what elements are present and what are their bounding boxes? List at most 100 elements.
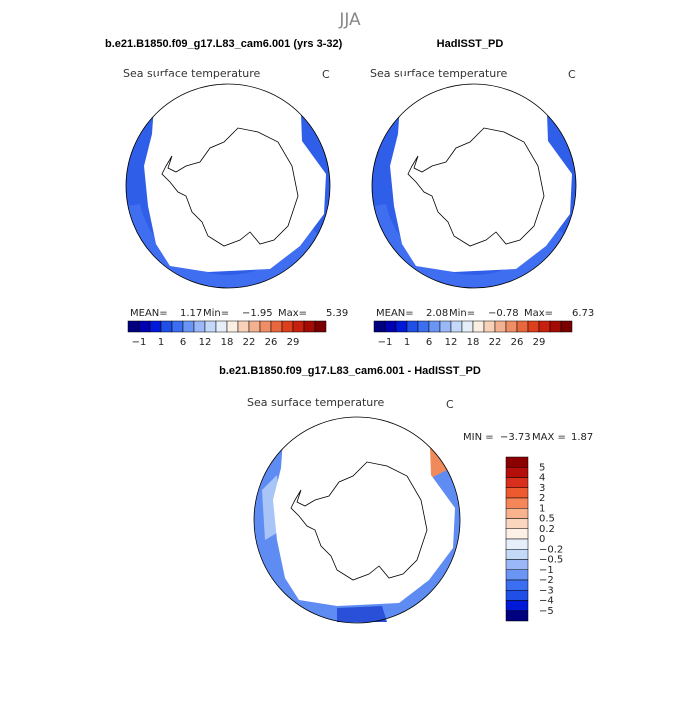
colorbar-box — [237, 320, 250, 333]
colorbar-box — [439, 320, 452, 333]
colorbar-box — [505, 600, 529, 611]
colorbar-label: 1 — [539, 503, 545, 514]
stat-text: MIN = — [463, 432, 494, 443]
colorbar-box — [259, 320, 272, 333]
colorbar-label: 6 — [426, 337, 432, 348]
colorbar-box — [505, 610, 529, 622]
ice-mask — [273, 410, 455, 606]
map-border — [253, 416, 461, 624]
colorbar-box — [373, 320, 386, 333]
colorbar-label: 6 — [180, 337, 186, 348]
colorbar-box — [505, 320, 518, 333]
colorbar-box — [505, 579, 529, 591]
colorbar-label: 3 — [539, 483, 545, 494]
colorbar-box — [149, 320, 162, 333]
colorbar-label: 22 — [243, 337, 256, 348]
colorbar-box — [538, 320, 551, 333]
colorbar-box — [171, 320, 184, 333]
stat-text: 1.87 — [571, 432, 593, 443]
colorbar: −1 1 6 12 18 22 26 29 — [127, 320, 327, 348]
colorbar-box — [204, 320, 217, 333]
map — [371, 76, 577, 289]
colorbar-box — [160, 320, 173, 333]
colorbar-box — [395, 320, 408, 333]
colorbar-label: −4 — [539, 596, 554, 607]
colorbar-label: −1 — [539, 565, 554, 576]
colorbar-box — [215, 320, 228, 333]
stats: MEAN= 1.17 Min= −1.95 Max= 5.39 — [130, 308, 348, 319]
stat-text: Max= — [524, 308, 553, 319]
stat-text: 1.17 — [180, 308, 202, 319]
colorbar-box — [138, 320, 151, 333]
colorbar-box — [527, 320, 540, 333]
stats: MEAN= 2.08 Min= −0.78 Max= 6.73 — [376, 308, 594, 319]
colorbar-box — [417, 320, 430, 333]
colorbar-box — [505, 518, 529, 529]
colorbar-box — [505, 508, 529, 519]
cold-anomaly — [337, 606, 387, 622]
colorbar-box — [461, 320, 474, 333]
map-border — [125, 83, 331, 289]
colorbar-box — [472, 320, 485, 333]
units-label: C — [446, 398, 454, 411]
colorbar-box — [450, 320, 463, 333]
colorbar-box — [505, 528, 529, 540]
colorbar-label: −1 — [132, 337, 147, 348]
colorbar-label: 18 — [221, 337, 234, 348]
field-label: Sea surface temperature — [247, 396, 385, 409]
colorbar-box — [428, 320, 441, 333]
colorbar: −1 1 6 12 18 22 26 29 — [373, 320, 573, 348]
colorbar-label: 26 — [265, 337, 278, 348]
colorbar-label: −0.2 — [539, 544, 563, 555]
colorbar-label: 12 — [199, 337, 212, 348]
colorbar-box — [384, 320, 397, 333]
colorbar-box — [314, 320, 327, 333]
units-label: C — [322, 68, 330, 81]
colorbar-label: 18 — [467, 337, 480, 348]
colorbar-box — [248, 320, 261, 333]
colorbar-box — [505, 538, 529, 550]
colorbar-label: −2 — [539, 575, 554, 586]
colorbar-box — [483, 320, 496, 333]
stat-text: 5.39 — [326, 308, 348, 319]
panel-title: b.e21.B1850.f09_g17.L83_cam6.001 - HadIS… — [219, 365, 481, 377]
colorbar-label: 22 — [489, 337, 502, 348]
stat-text: MEAN= — [130, 308, 168, 319]
colorbar-label: 12 — [445, 337, 458, 348]
colorbar-box — [505, 477, 529, 488]
colorbar-box — [182, 320, 195, 333]
colorbar-label: 0.2 — [539, 524, 555, 535]
stat-text: Min= — [203, 308, 229, 319]
stat-text: MAX = — [532, 432, 566, 443]
colorbar-box — [560, 320, 573, 333]
colorbar-box — [549, 320, 562, 333]
colorbar-box — [270, 320, 283, 333]
colorbar-label: −3 — [539, 585, 554, 596]
colorbar-box — [505, 559, 529, 570]
ice-mask — [144, 76, 326, 272]
colorbar-box — [505, 590, 529, 601]
colorbar-box — [406, 320, 419, 333]
colorbar-box — [516, 320, 529, 333]
stats: MIN = −3.73 MAX = 1.87 — [463, 432, 593, 443]
colorbar-label: 5 — [539, 462, 545, 473]
colorbar-label: 29 — [287, 337, 300, 348]
panel-title: HadISST_PD — [437, 38, 504, 50]
colorbar-label: 0 — [539, 534, 545, 545]
colorbar-box — [494, 320, 507, 333]
colorbar-box — [127, 320, 140, 333]
colorbar-label: −0.5 — [539, 555, 563, 566]
stat-text: −1.95 — [242, 308, 273, 319]
colorbar-box — [193, 320, 206, 333]
colorbar-box — [505, 497, 529, 509]
stat-text: MEAN= — [376, 308, 414, 319]
colorbar-label: 26 — [511, 337, 524, 348]
colorbar-label: −5 — [539, 606, 554, 617]
colorbar-label: 4 — [539, 473, 545, 484]
colorbar-box — [226, 320, 239, 333]
stat-text: −3.73 — [500, 432, 531, 443]
units-label: C — [568, 68, 576, 81]
ice-mask — [390, 76, 572, 272]
